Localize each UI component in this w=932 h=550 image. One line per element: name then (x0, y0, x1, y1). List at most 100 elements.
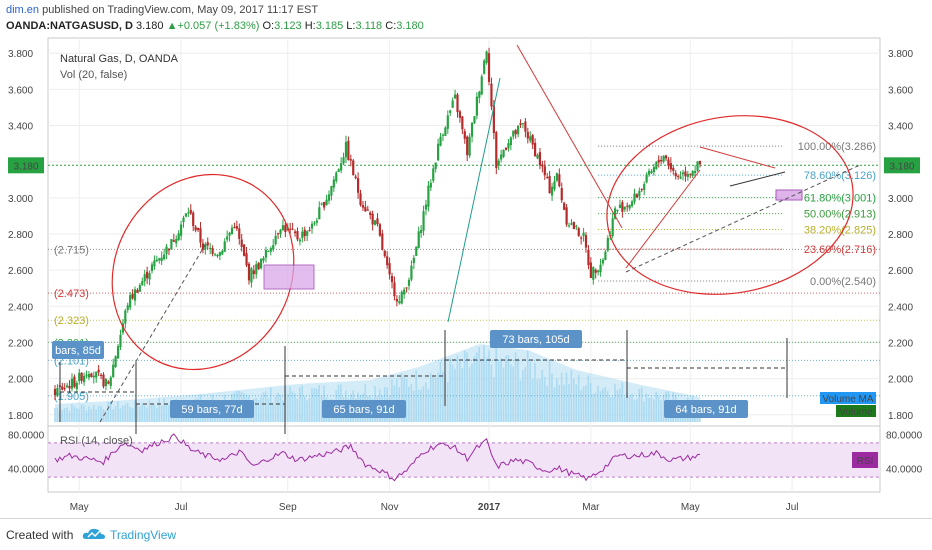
candle-body (444, 127, 447, 136)
volume-bar (657, 396, 660, 422)
candle-body (439, 136, 442, 146)
left-level-label: (2.715) (54, 244, 89, 256)
trendline-support-short (729, 171, 786, 187)
candle-body (696, 161, 699, 171)
volume-bar (594, 392, 597, 422)
volume-bar (405, 378, 408, 422)
candle-body (155, 259, 158, 262)
volume-bar (541, 370, 544, 422)
volume-bar (155, 407, 158, 422)
candle-body (189, 209, 192, 214)
volume-bar (143, 405, 146, 422)
candle-body (303, 229, 306, 237)
candle-body (335, 172, 338, 182)
candle-body (393, 282, 396, 297)
candle-body (640, 189, 643, 191)
candle-body (672, 167, 675, 171)
candle-body (470, 122, 474, 137)
author-name[interactable]: dim.en (6, 4, 40, 16)
tradingview-cloud-icon[interactable] (82, 526, 106, 542)
candle-body (179, 224, 183, 236)
y-tick-left: 2.800 (8, 230, 33, 241)
candle-body (192, 212, 195, 227)
volume-bar (582, 386, 585, 422)
rsi-title: RSI (14, close) (60, 435, 133, 447)
chart[interactable]: 100.00%(3.286) 78.60%(3.126) 61.80%(3.001)… (0, 0, 932, 518)
rsi-line (54, 433, 701, 482)
candle-body (485, 51, 488, 63)
candle-body (124, 310, 127, 324)
candle-body (420, 229, 423, 234)
volume-bar (66, 407, 68, 422)
candle-body (647, 170, 651, 175)
candle-body (349, 159, 352, 161)
trendline-up-2016 (447, 77, 501, 323)
candle-body (199, 228, 202, 243)
y-tick-right: 3.800 (888, 49, 913, 60)
candle-body (213, 254, 217, 256)
x-tick-label: Jul (786, 502, 799, 513)
x-tick-label: Mar (582, 502, 600, 513)
rsi-tick-left: 80.0000 (8, 430, 45, 441)
volume-bar (628, 396, 631, 422)
candle-body (223, 241, 226, 252)
candle-body (70, 378, 74, 389)
volume-bar (291, 391, 294, 422)
trendline-support-2017 (625, 169, 701, 269)
candle-body (635, 194, 639, 198)
candle-body (449, 110, 452, 113)
volume-bar (546, 386, 548, 422)
volume-bar (126, 403, 129, 422)
bar-range-label: bars, 85d (55, 345, 101, 357)
candle-body (667, 159, 670, 166)
volume-bar (425, 382, 427, 422)
volume-bar (570, 370, 573, 422)
candle-body (410, 265, 413, 280)
publish-info: dim.en published on TradingView.com, May… (6, 4, 318, 16)
candle-body (405, 287, 408, 289)
last-price: 3.180 (135, 20, 164, 32)
volume-bar (260, 397, 262, 422)
volume-bar (315, 388, 318, 422)
rsi-tick-right: 80.0000 (886, 430, 923, 441)
candle-body (87, 373, 91, 378)
volume-bar (621, 382, 624, 422)
candle-body (643, 184, 646, 191)
candle-body (233, 226, 236, 228)
volume-bar (95, 409, 97, 422)
y-tick-left: 3.800 (8, 49, 33, 60)
candle-body (298, 239, 301, 242)
tradingview-brand[interactable]: TradingView (110, 528, 177, 542)
candle-body (616, 209, 619, 212)
candle-body (354, 176, 357, 179)
candle-body (492, 105, 495, 134)
volume-bar (500, 358, 502, 422)
volume-bar (645, 393, 648, 422)
candle-body (201, 243, 205, 250)
created-with-text: Created with (6, 528, 74, 542)
ohlc-open-key: O: (262, 20, 275, 32)
last-price-badge-right (884, 157, 920, 174)
volume-bar (432, 376, 434, 422)
volume-bar (575, 384, 578, 422)
volume-bar (117, 400, 119, 422)
volume-bar (640, 387, 643, 422)
candle-body (417, 231, 420, 248)
x-tick-label: Jul (175, 502, 188, 513)
candle-body (553, 181, 556, 190)
candle-body (163, 254, 166, 260)
candle-body (567, 225, 571, 227)
candle-body (366, 209, 369, 211)
ohlc-close: 3.180 (396, 20, 424, 32)
volume-bar (90, 408, 93, 422)
ohlc-close-key: C: (385, 20, 397, 32)
candle-body (422, 211, 425, 231)
candle-body (82, 375, 86, 383)
volume-bar (509, 364, 512, 422)
volume-bar (114, 406, 117, 422)
candle-body (267, 251, 270, 253)
volume-bar (495, 347, 497, 422)
bar-range-label: 64 bars, 91d (675, 404, 736, 416)
volume-bar (529, 361, 531, 422)
volume-bar (56, 407, 59, 422)
